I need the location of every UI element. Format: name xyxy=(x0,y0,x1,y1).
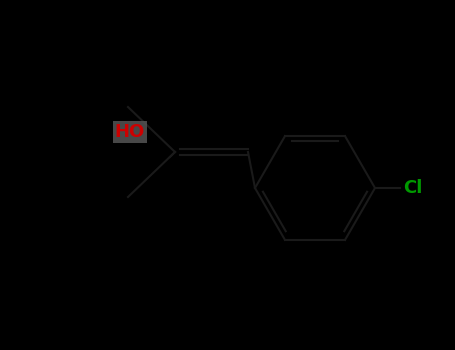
Text: Cl: Cl xyxy=(403,179,422,197)
Text: HO: HO xyxy=(115,123,145,141)
